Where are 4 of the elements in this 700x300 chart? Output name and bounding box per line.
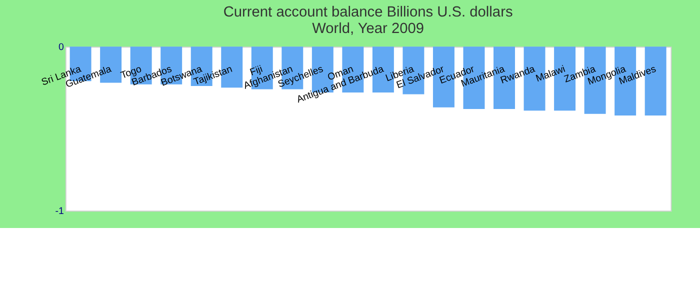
chart-subtitle: World, Year 2009: [312, 20, 424, 37]
y-tick-label: 0: [58, 42, 65, 54]
y-tick-label: -1: [55, 206, 64, 218]
chart-title: Current account balance Billions U.S. dollars: [223, 4, 513, 20]
